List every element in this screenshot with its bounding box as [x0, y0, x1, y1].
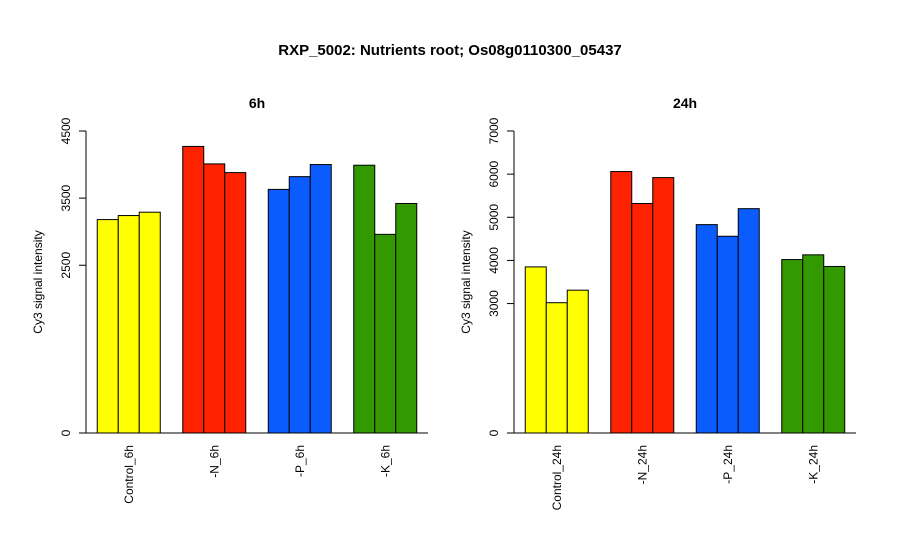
bar [737, 208, 760, 434]
y-tick-label: 0 [487, 429, 501, 436]
x-category-label: -P_24h [721, 445, 735, 484]
y-tick-label: 6000 [487, 160, 501, 187]
y-tick-label: 7000 [487, 117, 501, 144]
bar [203, 163, 226, 434]
x-category-label: -N_6h [207, 445, 221, 478]
bar [224, 172, 247, 434]
x-category-label: -K_24h [806, 445, 820, 484]
x-category-label: Control_6h [122, 445, 136, 504]
bar [374, 233, 397, 434]
bar [182, 145, 205, 434]
bar [566, 289, 589, 434]
y-tick-label: 3500 [59, 184, 73, 211]
bar [781, 259, 804, 434]
main-title: RXP_5002: Nutrients root; Os08g0110300_0… [278, 42, 622, 59]
bar [138, 211, 161, 434]
bar [631, 202, 654, 434]
y-axis-label: Cy3 signal intensity [31, 230, 45, 333]
y-tick-label: 4000 [487, 247, 501, 274]
bar [267, 188, 290, 434]
chart-6h: 6h Cy3 signal intensity 0 2500 3500 4500 Contr… [31, 95, 428, 504]
bar [802, 254, 825, 434]
bar [288, 176, 311, 434]
panel-title: 24h [673, 95, 697, 111]
bar [117, 215, 140, 434]
bar [545, 302, 568, 434]
y-tick-label: 4500 [59, 117, 73, 144]
bar [353, 164, 376, 434]
bar [716, 235, 739, 434]
bar [823, 265, 846, 434]
y-tick-label: 0 [59, 429, 73, 436]
y-tick-label: 2500 [59, 252, 73, 279]
bar [309, 164, 332, 434]
x-category-label: -P_6h [293, 445, 307, 477]
bar [652, 177, 675, 434]
panel-title: 6h [249, 95, 265, 111]
x-category-label: -N_24h [635, 445, 649, 484]
bar [610, 171, 633, 434]
bar [695, 224, 718, 434]
chart-24h: 24h Cy3 signal intensity 0 3000 4000 5000 6000… [459, 95, 856, 510]
y-tick-label: 3000 [487, 290, 501, 317]
x-category-label: -K_6h [378, 445, 392, 477]
bar [395, 202, 418, 434]
bar [524, 266, 547, 434]
x-category-label: Control_24h [550, 445, 564, 510]
bar [96, 219, 119, 434]
y-tick-label: 5000 [487, 204, 501, 231]
y-axis-label: Cy3 signal intensity [459, 230, 473, 333]
